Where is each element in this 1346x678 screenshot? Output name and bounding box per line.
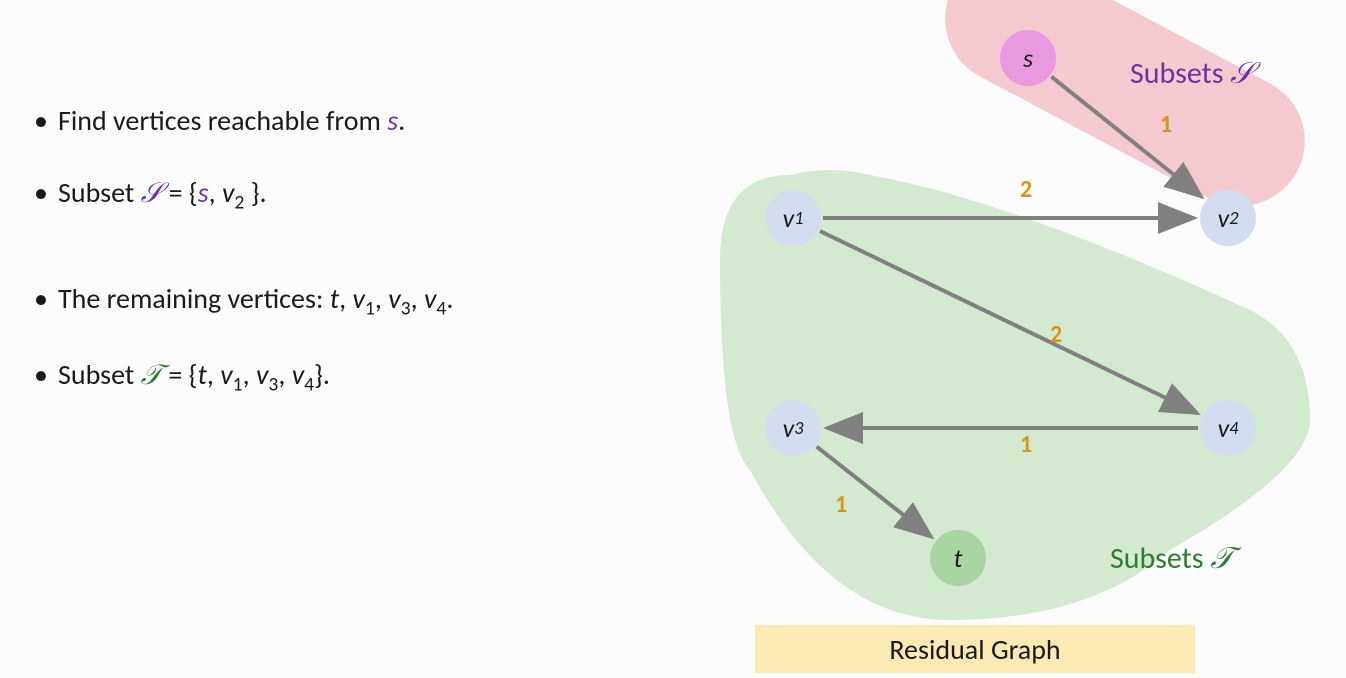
text-panel: Find vertices reachable from s. Subset 𝒮 … [30,100,650,430]
subset-s-blob [922,0,1327,229]
caption-residual-graph: Residual Graph [755,625,1195,673]
bullet-text: Find vertices reachable from s. [30,100,650,142]
subset-label: Subsets 𝒯 [1110,540,1233,577]
bullet-text: Subset 𝒮 = {s, v2 }. [30,172,650,218]
edge-label: 1 [1020,430,1032,459]
diagram-panel: s v1 v2 v3 v4 t 1 2 2 1 1 Subsets 𝒮 Subsets 𝒯 Residu… [670,0,1346,678]
bullet-text: Subset 𝒯 = {t, v1, v3, v4}. [30,354,650,400]
edge-label: 2 [1050,320,1062,349]
node-v3: v3 [765,400,821,456]
subset-label: Subsets 𝒮 [1130,55,1253,92]
graph-svg [670,0,1346,678]
edge-v3-t [817,447,932,537]
bullet-text: The remaining vertices: t, v1, v3, v4. [30,278,650,324]
edge-v1-v4 [820,231,1197,413]
edge-label: 2 [1020,175,1032,204]
node-t: t [930,530,986,586]
node-v1: v1 [765,190,821,246]
edge-label: 1 [1160,110,1172,139]
edge-s-v2 [1051,77,1201,197]
node-v4: v4 [1200,400,1256,456]
node-s: s [1000,30,1056,86]
edge-label: 1 [835,490,847,519]
node-v2: v2 [1200,190,1256,246]
